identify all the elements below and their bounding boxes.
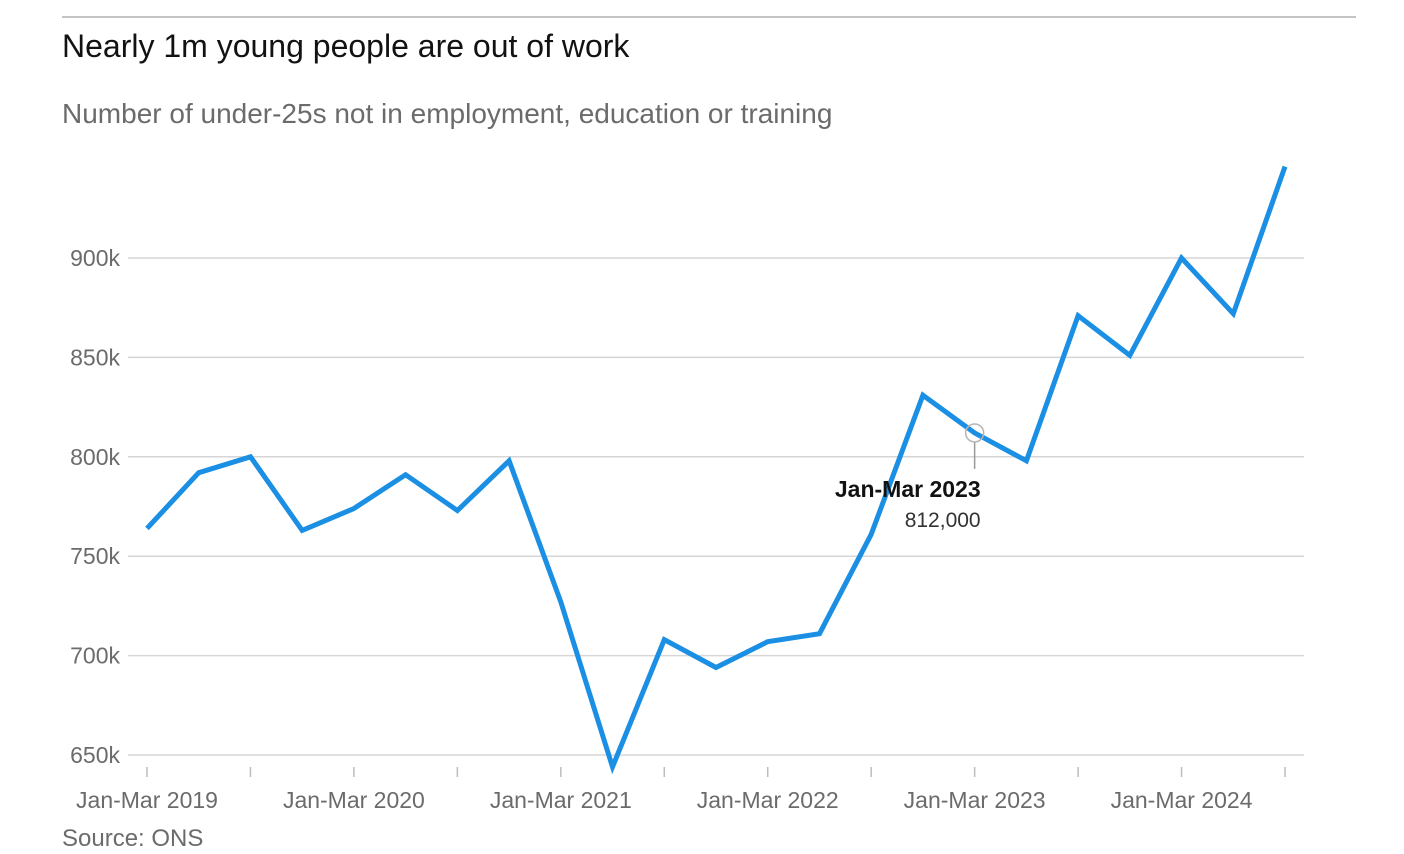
chart-title: Nearly 1m young people are out of work: [62, 28, 630, 64]
x-tick-label: Jan-Mar 2021: [490, 787, 632, 813]
x-tick-label: Jan-Mar 2020: [283, 787, 425, 813]
chart-subtitle: Number of under-25s not in employment, e…: [62, 98, 833, 129]
gridlines: [128, 257, 1304, 756]
y-tick-label: 900k: [70, 245, 120, 271]
x-tick-label: Jan-Mar 2022: [697, 787, 839, 813]
annotation-label: Jan-Mar 2023: [835, 476, 981, 502]
series: [145, 165, 1288, 775]
y-tick-label: 650k: [70, 742, 120, 768]
annotation: Jan-Mar 2023 812,000: [835, 423, 985, 532]
top-rule: [62, 16, 1356, 18]
y-tick-label: 750k: [70, 543, 120, 569]
series-line: [145, 165, 1288, 775]
x-tick-label: Jan-Mar 2023: [904, 787, 1046, 813]
x-axis: Jan-Mar 2019 Jan-Mar 2020 Jan-Mar 2021 Jan-…: [76, 767, 1286, 813]
annotation-value: 812,000: [905, 509, 981, 532]
y-axis: 650k 700k 750k 800k 850k 900k: [70, 245, 120, 768]
y-tick-label: 800k: [70, 444, 120, 470]
source-note: Source: ONS: [62, 825, 204, 852]
y-tick-label: 700k: [70, 643, 120, 669]
x-tick-label: Jan-Mar 2019: [76, 787, 218, 813]
x-tick-label: Jan-Mar 2024: [1111, 787, 1253, 813]
annotation-marker: [964, 423, 985, 443]
y-tick-label: 850k: [70, 344, 120, 370]
